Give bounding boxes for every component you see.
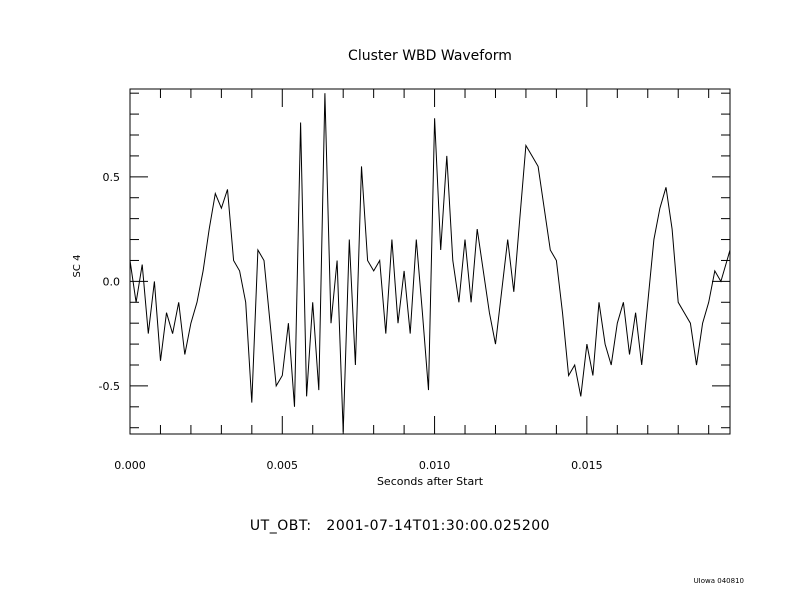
axis-ticks — [129, 89, 730, 434]
series-line-sc4 — [129, 93, 731, 432]
x-tick-label: 0.010 — [419, 459, 451, 472]
chart-title: Cluster WBD Waveform — [348, 48, 512, 64]
credit-text: UIowa 040810 — [693, 577, 744, 585]
x-tick-label: 0.000 — [114, 459, 146, 472]
y-tick-label: -0.5 — [99, 380, 120, 393]
x-axis-label: Seconds after Start — [377, 475, 484, 488]
y-axis-label: SC 4 — [72, 255, 83, 278]
y-tick-label: 0.0 — [103, 275, 121, 288]
x-tick-label: 0.015 — [571, 459, 603, 472]
x-tick-labels: 0.000 0.005 0.010 0.015 — [114, 459, 602, 472]
ut-obt-value: 2001-07-14T01:30:00.025200 — [326, 518, 551, 534]
plot-frame — [129, 88, 731, 435]
ut-obt-label: UT_OBT: — [249, 518, 312, 534]
y-tick-label: 0.5 — [103, 171, 121, 184]
y-tick-labels: 0.5 0.0 -0.5 — [99, 171, 120, 393]
x-tick-label: 0.005 — [267, 459, 299, 472]
ut-obt-line: UT_OBT: 2001-07-14T01:30:00.025200 — [0, 518, 800, 534]
